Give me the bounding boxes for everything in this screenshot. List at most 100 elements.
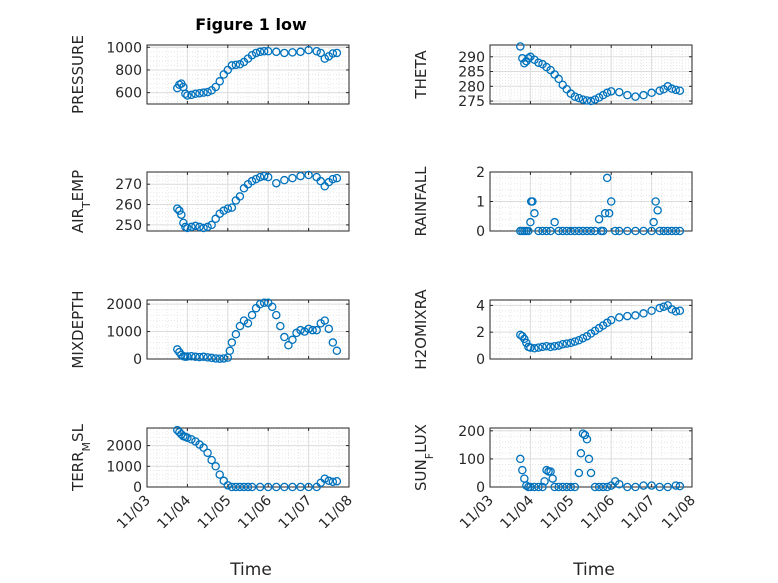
data-point: [211, 462, 220, 471]
data-point: [259, 46, 269, 56]
data-point: [570, 92, 580, 101]
data-point: [675, 306, 685, 315]
data-point: [516, 42, 525, 51]
data-point: [534, 343, 543, 352]
data-point: [187, 222, 196, 232]
data-point: [187, 435, 196, 444]
data-point: [239, 482, 249, 492]
data-point: [647, 88, 656, 98]
data-point: [272, 310, 281, 320]
data-point: [604, 209, 614, 218]
y-tick-label: 0: [133, 480, 142, 496]
data-point: [183, 433, 192, 442]
data-point: [247, 176, 257, 186]
data-point: [582, 226, 592, 236]
y-tick-label: 200: [458, 424, 485, 440]
data-point: [639, 481, 648, 490]
data-point: [255, 47, 265, 57]
data-point: [247, 482, 257, 492]
series-markers: [173, 425, 342, 492]
y-tick-label: 0: [133, 352, 142, 368]
data-point: [598, 482, 608, 492]
data-point: [183, 91, 192, 100]
data-point: [631, 226, 640, 236]
data-point: [320, 474, 330, 483]
y-axis-label: SUNFLUX: [412, 424, 436, 491]
data-point: [332, 476, 342, 486]
data-point: [639, 226, 648, 236]
data-point: [308, 325, 317, 335]
data-point: [667, 305, 677, 314]
y-tick-label: 600: [115, 86, 142, 102]
data-point: [542, 226, 551, 236]
grid: [146, 300, 350, 360]
data-point: [272, 178, 281, 188]
y-axis-label: H2OMIXRA: [412, 289, 430, 370]
data-point: [231, 330, 241, 339]
data-point: [631, 92, 640, 101]
data-point: [590, 482, 600, 492]
data-point: [195, 222, 204, 232]
data-point: [296, 171, 305, 181]
y-tick-label: 275: [458, 94, 485, 110]
data-point: [195, 352, 204, 362]
data-point: [247, 310, 257, 320]
data-point: [562, 226, 572, 236]
data-point: [671, 226, 681, 236]
data-point: [576, 449, 586, 458]
data-point: [578, 95, 588, 104]
data-point: [312, 325, 321, 335]
series-markers: [516, 301, 685, 353]
data-point: [675, 226, 685, 236]
data-point: [584, 454, 594, 464]
data-point: [578, 429, 588, 438]
series-markers: [173, 298, 342, 363]
data-point: [659, 302, 668, 311]
data-point: [655, 86, 664, 95]
data-point: [276, 321, 285, 331]
data-point: [655, 303, 664, 313]
y-tick-label: 2: [476, 165, 485, 181]
data-point: [566, 482, 576, 492]
data-point: [582, 434, 592, 444]
data-point: [671, 307, 681, 316]
data-point: [631, 482, 640, 492]
data-point: [570, 337, 580, 346]
data-point: [175, 206, 184, 215]
y-tick-label: 280: [458, 79, 485, 95]
data-point: [203, 87, 212, 97]
data-point: [191, 352, 200, 362]
data-point: [203, 222, 212, 232]
axes-box: [146, 44, 350, 105]
data-point: [288, 482, 297, 492]
y-tick-label: 2000: [106, 297, 142, 313]
data-point: [332, 48, 342, 58]
data-point: [554, 74, 563, 84]
data-point: [259, 171, 269, 181]
y-tick-label: 1: [476, 195, 485, 211]
data-point: [280, 332, 289, 342]
data-point: [524, 226, 533, 236]
data-point: [655, 226, 664, 236]
data-point: [615, 226, 624, 236]
data-point: [522, 481, 531, 490]
data-point: [288, 173, 297, 183]
data-point: [235, 482, 245, 492]
data-point: [235, 192, 245, 201]
y-axis-label: THETA: [412, 50, 430, 100]
data-point: [195, 88, 204, 98]
data-point: [231, 60, 241, 70]
grid: [489, 44, 693, 105]
data-point: [251, 174, 261, 184]
y-tick-label: 2: [476, 325, 485, 341]
data-point: [655, 482, 664, 492]
data-point: [227, 203, 237, 212]
data-point: [675, 86, 685, 95]
data-point: [304, 45, 313, 55]
data-point: [526, 482, 535, 492]
y-tick-label: 0: [476, 224, 485, 240]
data-point: [243, 482, 253, 492]
data-point: [550, 217, 559, 227]
